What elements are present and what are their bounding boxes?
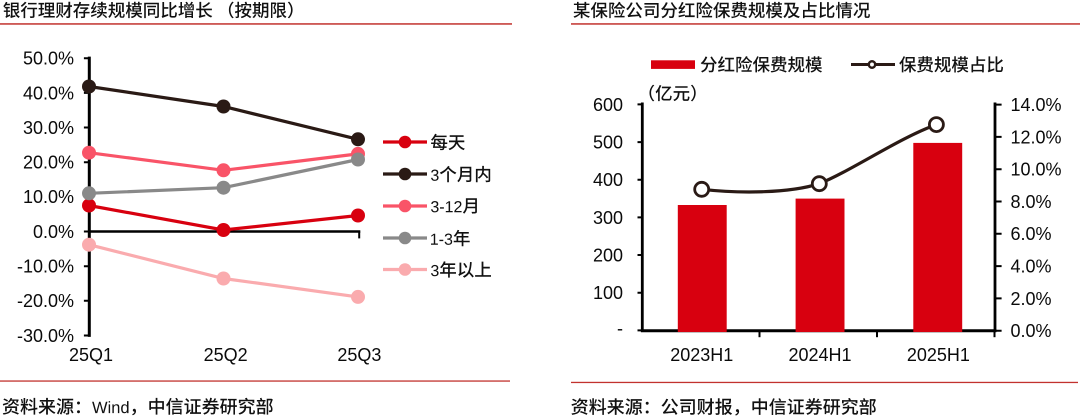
svg-text:25Q2: 25Q2 [204,345,248,365]
svg-text:30.0%: 30.0% [23,118,74,138]
svg-text:300: 300 [593,208,623,228]
svg-text:500: 500 [593,133,623,153]
svg-text:200: 200 [593,245,623,265]
svg-text:4.0%: 4.0% [1011,257,1052,277]
svg-text:100: 100 [593,283,623,303]
svg-text:2024H1: 2024H1 [788,345,851,365]
svg-text:400: 400 [593,170,623,190]
svg-text:2023H1: 2023H1 [670,345,733,365]
svg-text:20.0%: 20.0% [23,153,74,173]
svg-text:12.0%: 12.0% [1011,127,1062,147]
svg-text:40.0%: 40.0% [23,83,74,103]
svg-text:2025H1: 2025H1 [907,345,970,365]
svg-text:0.0%: 0.0% [1011,321,1052,341]
svg-text:-20.0%: -20.0% [17,291,74,311]
svg-text:-10.0%: -10.0% [17,257,74,277]
svg-text:10.0%: 10.0% [1011,160,1062,180]
svg-text:10.0%: 10.0% [23,187,74,207]
svg-text:2.0%: 2.0% [1011,289,1052,309]
svg-text:14.0%: 14.0% [1011,95,1062,115]
svg-text:-30.0%: -30.0% [17,326,74,346]
svg-text:8.0%: 8.0% [1011,192,1052,212]
svg-text:600: 600 [593,95,623,115]
svg-text:-: - [617,319,623,339]
svg-text:25Q3: 25Q3 [337,345,381,365]
svg-text:6.0%: 6.0% [1011,224,1052,244]
svg-text:25Q1: 25Q1 [69,345,113,365]
svg-text:50.0%: 50.0% [23,49,74,69]
svg-text:0.0%: 0.0% [33,222,74,242]
